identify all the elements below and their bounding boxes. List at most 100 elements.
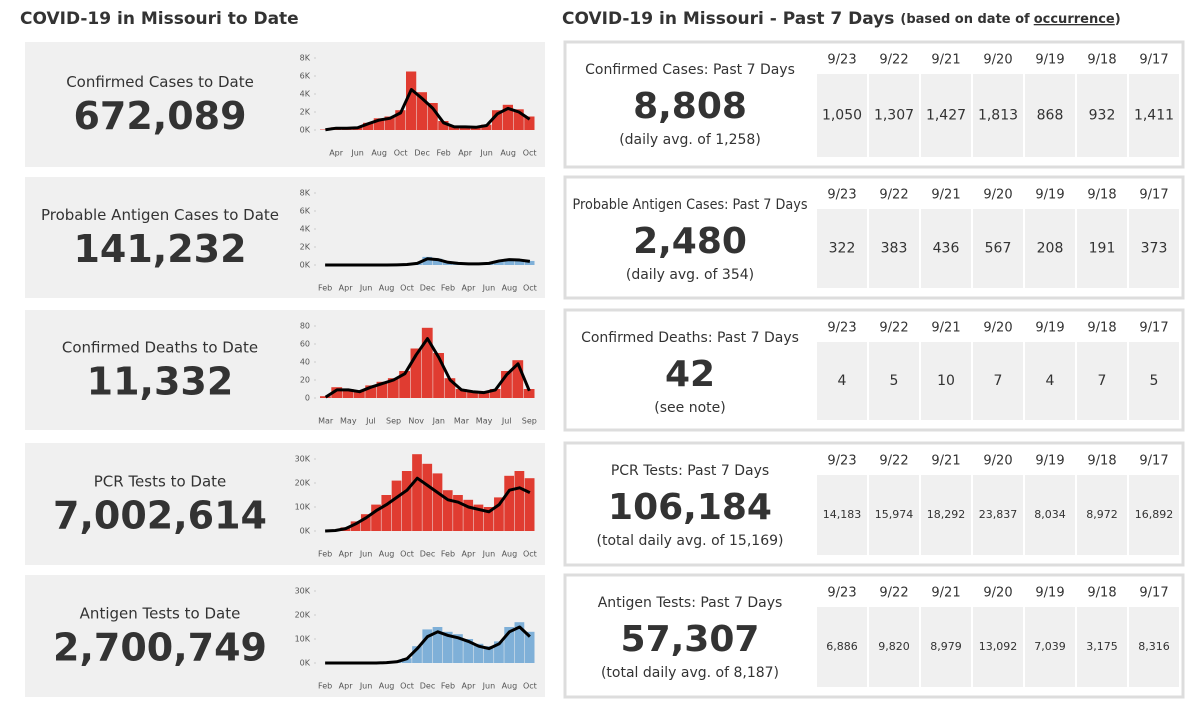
cell-bg bbox=[921, 475, 971, 555]
cell-value: 868 bbox=[1037, 108, 1064, 124]
y-tick-label: 80 bbox=[300, 322, 310, 331]
x-tick-label: Aug bbox=[502, 682, 518, 691]
cell-bg bbox=[1077, 342, 1127, 420]
x-tick-label: Aug bbox=[379, 682, 395, 691]
cell-bg bbox=[817, 209, 867, 288]
bar bbox=[410, 348, 422, 398]
cell-bg bbox=[1025, 209, 1075, 288]
cell-value: 5 bbox=[1150, 373, 1159, 389]
date-label: 9/21 bbox=[931, 53, 960, 68]
x-tick-label: Jun bbox=[359, 682, 373, 691]
date-label: 9/21 bbox=[931, 321, 960, 336]
x-tick-label: Sep bbox=[386, 417, 401, 426]
bar bbox=[504, 627, 515, 663]
bar bbox=[444, 378, 456, 398]
subtitle-link[interactable]: occurrence bbox=[1034, 12, 1115, 27]
date-label: 9/18 bbox=[1087, 188, 1116, 203]
x-tick-label: Aug bbox=[379, 550, 395, 559]
date-label: 9/20 bbox=[983, 188, 1012, 203]
cell-value: 1,050 bbox=[822, 108, 862, 124]
week-total: 57,307 bbox=[621, 619, 760, 660]
week-label: Confirmed Cases: Past 7 Days bbox=[585, 62, 795, 78]
panel-bg bbox=[25, 177, 545, 298]
cell-value: 8,316 bbox=[1138, 640, 1170, 653]
bar bbox=[502, 104, 513, 130]
bar bbox=[320, 396, 331, 398]
bar bbox=[478, 391, 490, 398]
cell-value: 383 bbox=[881, 241, 908, 257]
x-tick-label: Jan bbox=[432, 417, 445, 426]
cell-value: 1,813 bbox=[978, 108, 1018, 124]
cell-bg bbox=[817, 607, 867, 687]
bar bbox=[391, 480, 402, 531]
x-tick-label: Oct bbox=[394, 149, 408, 158]
y-tick-label: 6K bbox=[300, 72, 311, 81]
cell-value: 13,092 bbox=[979, 640, 1018, 653]
x-tick-label: Sep bbox=[522, 417, 537, 426]
week-total: 42 bbox=[665, 354, 715, 395]
x-tick-label: Aug bbox=[371, 149, 387, 158]
x-tick-label: Mar bbox=[454, 417, 470, 426]
cell-bg bbox=[973, 342, 1023, 420]
cell-value: 7 bbox=[1098, 373, 1107, 389]
cell-bg bbox=[1129, 607, 1179, 687]
date-label: 9/22 bbox=[879, 454, 908, 469]
bar bbox=[514, 471, 525, 531]
cell-bg bbox=[1129, 342, 1179, 420]
bar bbox=[432, 473, 443, 531]
x-tick-label: Dec bbox=[420, 682, 435, 691]
x-tick-label: Mar bbox=[318, 417, 334, 426]
bar bbox=[453, 495, 463, 531]
cell-value: 567 bbox=[985, 241, 1012, 257]
panel-bg bbox=[25, 310, 545, 430]
cell-bg bbox=[1129, 74, 1179, 157]
x-tick-label: May bbox=[340, 417, 357, 426]
panel-label: Antigen Tests to Date bbox=[80, 605, 241, 623]
date-label: 9/17 bbox=[1139, 53, 1168, 68]
date-label: 9/18 bbox=[1087, 53, 1116, 68]
y-tick-label: 4K bbox=[300, 90, 311, 99]
x-tick-label: Feb bbox=[318, 682, 332, 691]
cell-bg bbox=[817, 475, 867, 555]
date-label: 9/19 bbox=[1035, 586, 1064, 601]
y-tick-label: 10K bbox=[295, 503, 311, 512]
date-label: 9/20 bbox=[983, 454, 1012, 469]
x-tick-label: May bbox=[476, 417, 493, 426]
bar bbox=[395, 110, 406, 130]
y-tick-label: 0K bbox=[300, 659, 311, 668]
cell-value: 7,039 bbox=[1034, 640, 1066, 653]
bar bbox=[463, 499, 474, 531]
cell-bg bbox=[921, 342, 971, 420]
cell-bg bbox=[817, 74, 867, 157]
y-tick-label: 40 bbox=[300, 358, 310, 367]
bar bbox=[412, 454, 422, 531]
bar bbox=[438, 121, 449, 130]
date-label: 9/23 bbox=[827, 188, 856, 203]
cell-value: 23,837 bbox=[979, 508, 1018, 521]
bar bbox=[481, 124, 492, 130]
bar bbox=[504, 258, 515, 265]
date-label: 9/22 bbox=[879, 586, 908, 601]
bar bbox=[513, 109, 524, 130]
cell-value: 4 bbox=[838, 373, 847, 389]
date-label: 9/20 bbox=[983, 53, 1012, 68]
cell-value: 10 bbox=[937, 373, 955, 389]
cell-bg bbox=[1025, 475, 1075, 555]
date-label: 9/18 bbox=[1087, 454, 1116, 469]
week-label: Probable Antigen Cases: Past 7 Days bbox=[573, 197, 808, 213]
date-label: 9/22 bbox=[879, 321, 908, 336]
panel-total: 11,332 bbox=[87, 360, 234, 404]
x-tick-label: Aug bbox=[502, 284, 518, 293]
panel-bg bbox=[25, 42, 545, 167]
bar bbox=[432, 627, 443, 663]
bar bbox=[514, 259, 525, 265]
x-tick-label: Oct bbox=[400, 550, 414, 559]
y-tick-label: 8K bbox=[300, 189, 311, 198]
week-total: 8,808 bbox=[633, 86, 747, 127]
week-total: 2,480 bbox=[633, 221, 747, 262]
y-tick-label: 0 bbox=[305, 394, 310, 403]
cell-bg bbox=[1077, 209, 1127, 288]
bar bbox=[371, 504, 381, 531]
x-tick-label: Oct bbox=[400, 682, 414, 691]
cell-bg bbox=[869, 74, 919, 157]
